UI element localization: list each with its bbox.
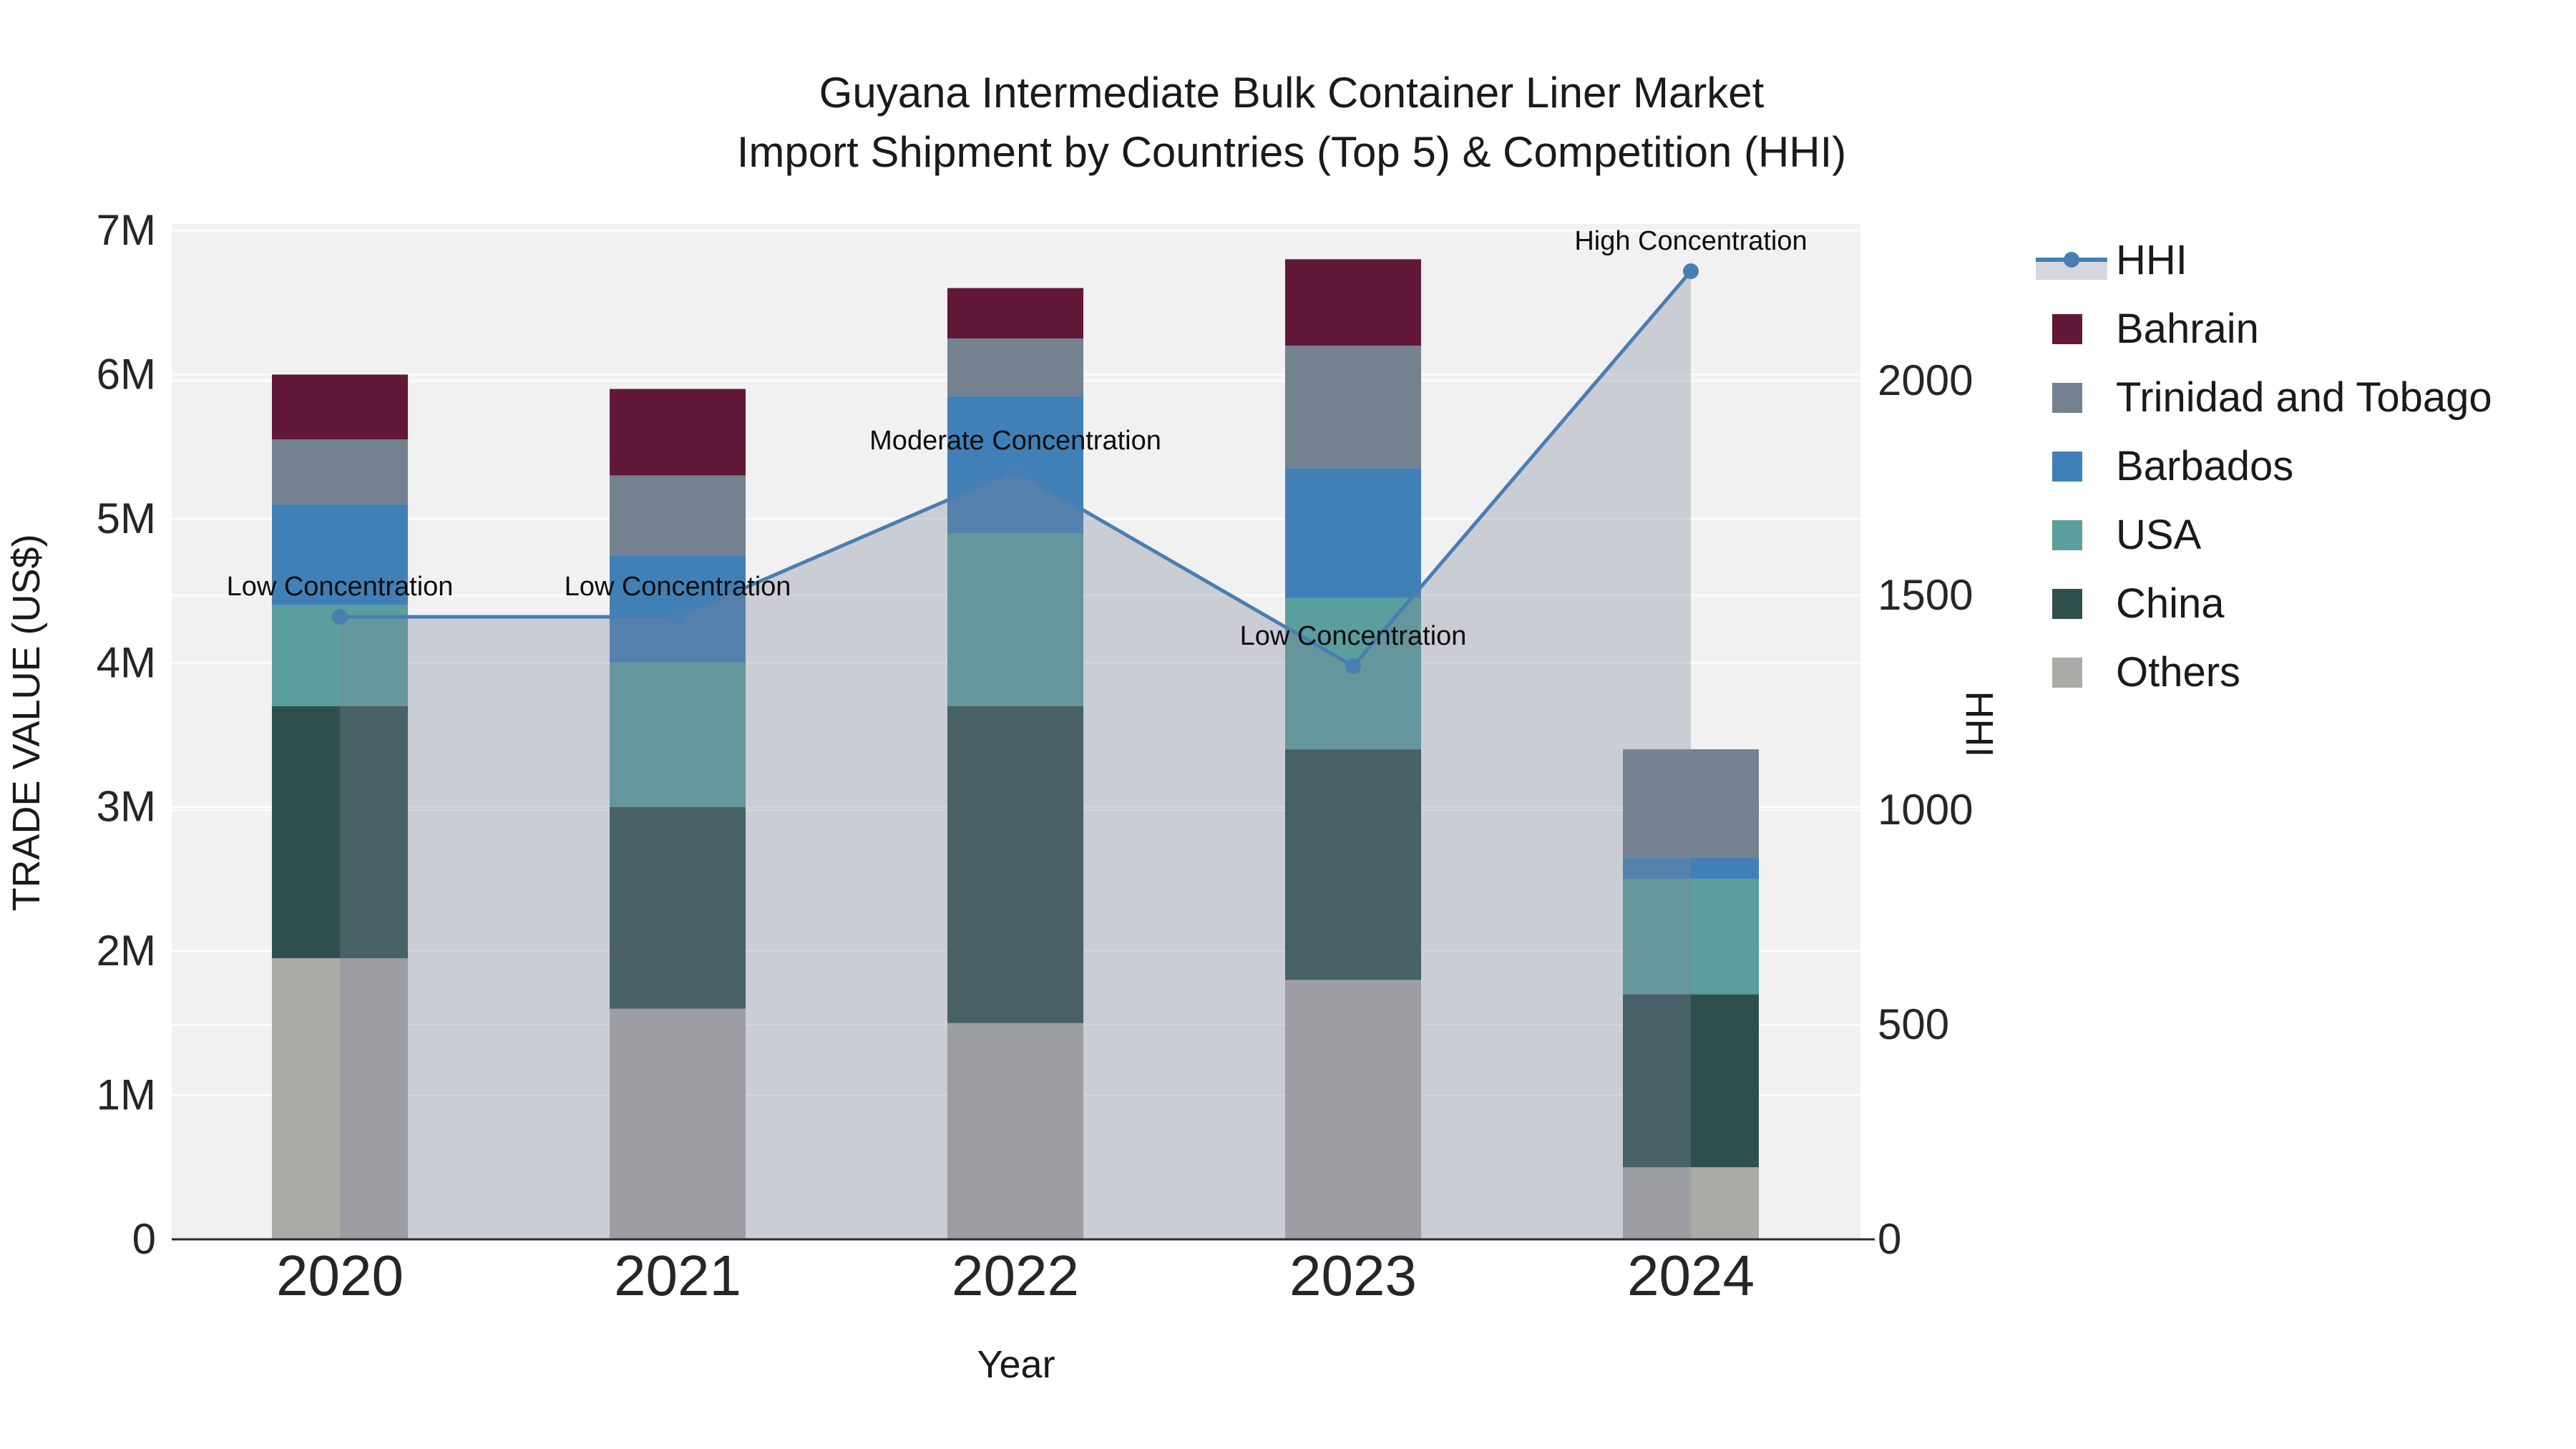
legend-label-others: Others [2116, 649, 2240, 696]
annotation-2024: High Concentration [1574, 226, 1807, 256]
bar-segment-2022-china [947, 706, 1083, 1023]
bar-segment-2022-usa [947, 533, 1083, 706]
y-left-tick-1M: 1M [97, 1071, 156, 1119]
hhi-marker-2023 [1345, 658, 1361, 674]
y-right-tick-2000: 2000 [1878, 356, 1973, 404]
stacked-bars [272, 259, 1759, 1239]
chart-title-line2: Import Shipment by Countries (Top 5) & C… [737, 128, 1847, 176]
legend-label-trinidad-and-tobago: Trinidad and Tobago [2116, 374, 2492, 421]
axes: 0 1M 2M 3M 4M 5M 6M 7M 0 500 1000 1500 2000 2020 2021 2… [97, 206, 1974, 1307]
bar-segment-2020-others [272, 958, 408, 1239]
x-axis-title: Year [977, 1343, 1055, 1386]
y-right-tick-500: 500 [1878, 1000, 1949, 1048]
legend-swatch-others [2052, 658, 2082, 688]
bar-segment-2024-others [1623, 1167, 1759, 1239]
hhi-area-polygon [340, 271, 1691, 1239]
y-right-tick-1000: 1000 [1878, 786, 1973, 834]
legend-label-hhi: HHI [2116, 237, 2187, 283]
annotation-2020: Low Concentration [227, 572, 454, 602]
bar-segment-2022-bahrain [947, 288, 1083, 339]
y-right-tick-0: 0 [1878, 1215, 1901, 1263]
x-tick-2020: 2020 [276, 1244, 404, 1307]
bar-segment-2022-others [947, 1023, 1083, 1239]
y-right-tick-1500: 1500 [1878, 571, 1973, 619]
legend-label-usa: USA [2116, 512, 2202, 558]
hhi-marker-2020 [332, 609, 348, 625]
bar-segment-2024-trinidad-and-tobago [1623, 749, 1759, 858]
bar-segment-2024-usa [1623, 879, 1759, 995]
x-tick-2023: 2023 [1289, 1244, 1417, 1307]
chart-title-line1: Guyana Intermediate Bulk Container Liner… [819, 69, 1765, 117]
legend-label-barbados: Barbados [2116, 443, 2293, 489]
bar-segment-2021-barbados [610, 555, 746, 663]
legend-swatch-trinidad-and-tobago [2052, 383, 2082, 413]
y-left-tick-3M: 3M [97, 783, 156, 831]
legend-hhi-marker [2064, 252, 2079, 268]
bar-segment-2020-china [272, 706, 408, 959]
bar-segment-2020-bahrain [272, 374, 408, 440]
hhi-marker-2021 [670, 609, 686, 625]
bar-segment-2024-china [1623, 994, 1759, 1168]
bar-segment-2023-china [1285, 749, 1421, 980]
bar-segment-2023-barbados [1285, 468, 1421, 598]
hhi-line [332, 263, 1699, 674]
hhi-annotations: Low Concentration Low Concentration Modera… [227, 226, 1807, 651]
bar-segment-2021-bahrain [610, 389, 746, 476]
hhi-marker-2022 [1008, 463, 1023, 479]
y-left-tick-2M: 2M [97, 927, 156, 975]
legend-label-bahrain: Bahrain [2116, 306, 2259, 352]
annotation-2023: Low Concentration [1240, 621, 1467, 651]
bar-segment-2024-barbados [1623, 857, 1759, 879]
legend-swatch-usa [2052, 520, 2082, 550]
y-left-tick-6M: 6M [97, 350, 156, 398]
y-left-tick-5M: 5M [97, 494, 156, 542]
legend-swatch-bahrain [2052, 314, 2082, 344]
bar-segment-2023-bahrain [1285, 259, 1421, 346]
bar-segment-2021-others [610, 1008, 746, 1239]
bar-segment-2021-usa [610, 663, 746, 807]
x-tick-2024: 2024 [1627, 1244, 1755, 1307]
bar-segment-2021-china [610, 806, 746, 1009]
bar-segment-2023-trinidad-and-tobago [1285, 346, 1421, 469]
hhi-area-fill [340, 271, 1691, 1239]
legend: HHI Bahrain Trinidad and Tobago Barbados USA… [2036, 237, 2492, 696]
y-left-tick-7M: 7M [97, 206, 156, 254]
annotation-2022: Moderate Concentration [869, 426, 1161, 456]
annotation-2021: Low Concentration [565, 572, 791, 602]
x-tick-2021: 2021 [614, 1244, 741, 1307]
bar-segment-2023-others [1285, 980, 1421, 1239]
y-left-axis-title: TRADE VALUE (US$) [5, 534, 48, 911]
bar-segment-2020-trinidad-and-tobago [272, 439, 408, 504]
bar-segment-2022-trinidad-and-tobago [947, 338, 1083, 396]
bar-segment-2021-trinidad-and-tobago [610, 475, 746, 555]
hhi-marker-2024 [1683, 263, 1699, 279]
x-tick-2022: 2022 [952, 1244, 1079, 1307]
legend-swatch-china [2052, 589, 2082, 619]
legend-label-china: China [2116, 580, 2225, 627]
bar-segment-2020-barbados [272, 504, 408, 605]
y-left-tick-4M: 4M [97, 638, 156, 686]
y-left-tick-0: 0 [132, 1215, 156, 1263]
legend-swatch-barbados [2052, 452, 2082, 482]
y-right-axis-title: HHI [1958, 691, 2001, 758]
